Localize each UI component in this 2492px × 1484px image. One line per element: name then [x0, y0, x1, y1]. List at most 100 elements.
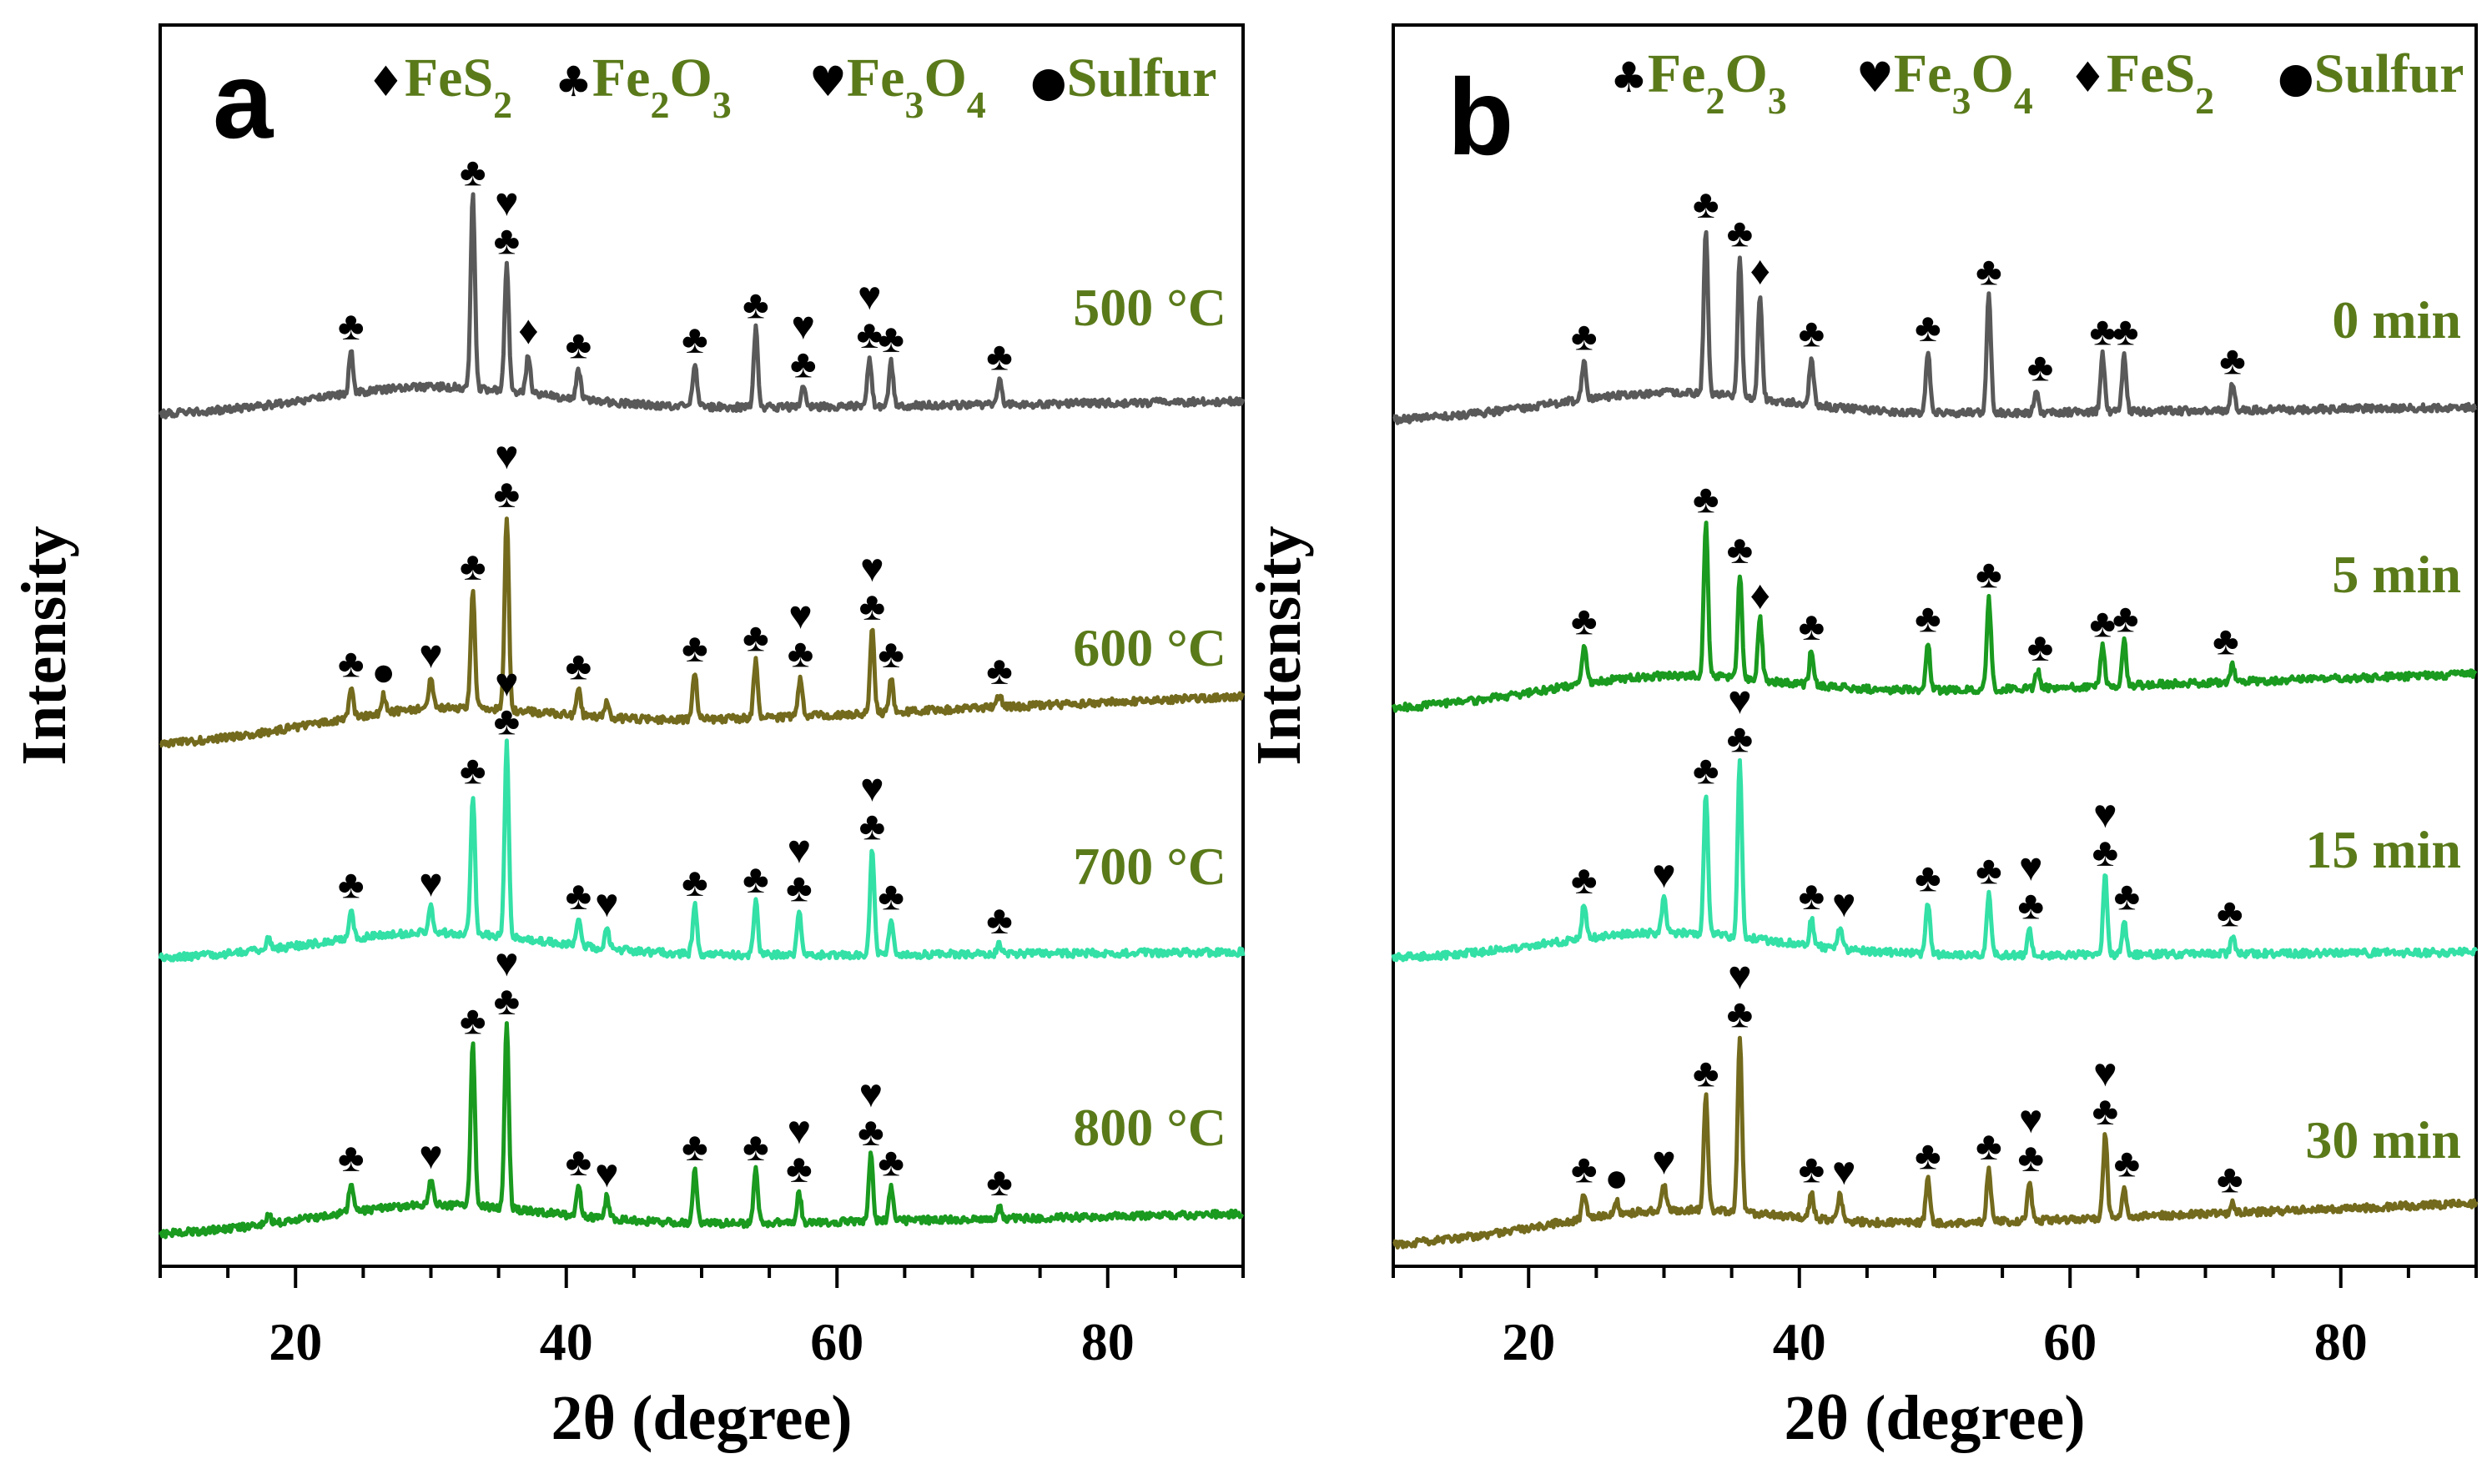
phase-marker: ♣	[566, 324, 592, 368]
phase-marker: ♣	[494, 699, 521, 743]
phase-marker: ♣	[460, 545, 486, 589]
phase-marker: ♣	[2089, 601, 2116, 646]
phase-marker: ♥	[1652, 853, 1676, 897]
phase-marker: ♥	[859, 1072, 884, 1116]
phase-marker: ♣	[986, 898, 1013, 943]
series-line	[1392, 229, 2478, 425]
series-label: 0 min	[2332, 290, 2461, 350]
phase-marker: ♣	[1915, 306, 1941, 350]
series-label: 15 min	[2305, 820, 2461, 879]
series-line	[158, 738, 1246, 963]
phase-marker: ♥	[595, 882, 619, 926]
phase-marker: ♣	[858, 1110, 884, 1155]
phase-marker: ♣	[2213, 620, 2239, 664]
phase-marker: ♥	[419, 633, 443, 677]
phase-marker: ♣	[878, 632, 904, 677]
phase-marker: ♣	[878, 317, 904, 361]
phase-marker: ♥	[495, 661, 519, 705]
phase-marker: ♥	[495, 434, 519, 478]
phase-marker: ♥	[419, 862, 443, 906]
phase-marker: ♥	[2093, 1051, 2117, 1095]
phase-marker: ♣	[2017, 883, 2044, 928]
x-tick-label: 60	[2043, 1312, 2097, 1371]
phase-marker: ♣	[1976, 848, 2002, 893]
phase-marker: ♦	[1749, 249, 1770, 293]
phase-marker: ♣	[878, 874, 904, 918]
legend-entry: ♣Fe2O3	[555, 48, 732, 126]
x-tick-label: 60	[810, 1312, 863, 1371]
y-axis-label: Intensity	[9, 526, 79, 765]
phase-marker: ●	[1604, 1156, 1629, 1200]
x-tick-label: 40	[1773, 1312, 1826, 1371]
x-axis-label: 2θ (degree)	[551, 1383, 852, 1453]
phase-marker: ♣	[1727, 212, 1754, 256]
phase-marker: ♣	[494, 472, 521, 516]
phase-marker: ♣	[1799, 605, 1825, 649]
series-label: 500 °C	[1073, 278, 1226, 337]
series-label: 5 min	[2332, 545, 2461, 604]
phase-marker: ♥	[1832, 1149, 1856, 1194]
phase-marker: ♣	[338, 641, 365, 686]
phase-marker: ♦	[518, 309, 539, 353]
phase-marker: ●	[371, 650, 395, 694]
phase-marker: ♣	[2112, 309, 2139, 354]
phase-marker: ♣	[1571, 1148, 1598, 1192]
phase-marker: ♣	[338, 304, 365, 349]
phase-marker: ♣	[1976, 1124, 2002, 1169]
x-axis-label: 2θ (degree)	[1784, 1383, 2085, 1453]
phase-marker: ♣	[878, 1141, 904, 1185]
y-axis-label: Intensity	[1244, 526, 1314, 765]
phase-marker: ♥	[2019, 845, 2043, 889]
phase-marker: ♣	[859, 585, 886, 629]
phase-marker: ♣	[743, 858, 769, 902]
x-tick-label: 80	[1081, 1312, 1135, 1371]
panel-a: a 20 40 60 80 2θ (degree) Intensity ♦FeS2 ♣Fe2O…	[9, 23, 1246, 1453]
phase-marker: ♣	[986, 335, 1013, 379]
phase-marker: ♣	[1799, 312, 1825, 356]
phase-marker: ♣	[2114, 1141, 2141, 1185]
phase-marker: ♣	[1727, 528, 1754, 572]
phase-marker: ♥	[788, 828, 812, 872]
legend-entry: ♣Fe2O3	[1610, 43, 1787, 122]
phase-marker: ♣	[2089, 310, 2116, 355]
phase-marker: ♥	[860, 766, 884, 810]
series-line	[1391, 521, 2478, 713]
phase-marker: ♣	[494, 979, 521, 1024]
phase-marker: ♣	[682, 861, 708, 905]
x-tick-label: 20	[269, 1312, 322, 1371]
phase-marker: ♣	[1799, 874, 1825, 918]
phase-marker: ♣	[2219, 339, 2246, 383]
phase-marker: ♣	[2027, 626, 2054, 670]
phase-marker: ♣	[566, 644, 592, 688]
phase-marker: ♣	[566, 1140, 592, 1185]
legend-entry: ♥Fe3O4	[1856, 43, 2033, 122]
phase-marker: ♣	[1727, 717, 1754, 761]
phase-marker: ♥	[1728, 953, 1752, 998]
phase-marker: ♣	[460, 999, 486, 1043]
plot-frame-b	[1392, 23, 2478, 1268]
phase-marker: ♥	[860, 546, 884, 591]
phase-marker: ♥	[1652, 1139, 1676, 1184]
phase-marker: ♦	[1749, 574, 1770, 618]
phase-marker: ♥	[1832, 882, 1856, 926]
phase-marker: ♣	[859, 804, 886, 848]
phase-marker: ♥	[495, 180, 519, 224]
phase-marker: ♣	[1571, 858, 1598, 903]
phase-marker: ♥	[788, 1109, 812, 1153]
panel-a-letter: a	[213, 39, 274, 161]
phase-marker: ♥	[419, 1134, 443, 1178]
phase-marker: ♥	[788, 593, 813, 637]
phase-marker: ♣	[986, 649, 1013, 693]
phase-marker: ♣	[2017, 1136, 2044, 1180]
series-label: 30 min	[2305, 1110, 2461, 1170]
legend-entry: ♦FeS2	[2069, 43, 2214, 122]
phase-marker: ♣	[2217, 891, 2243, 935]
phase-marker: ♥	[495, 941, 519, 985]
phase-marker: ♥	[858, 274, 882, 319]
phase-marker: ♣	[682, 1125, 708, 1170]
phase-marker: ♣	[2027, 346, 2054, 390]
phase-marker: ♣	[494, 219, 521, 263]
x-tick-label: 20	[1502, 1312, 1555, 1371]
phase-marker: ♣	[1976, 552, 2002, 596]
